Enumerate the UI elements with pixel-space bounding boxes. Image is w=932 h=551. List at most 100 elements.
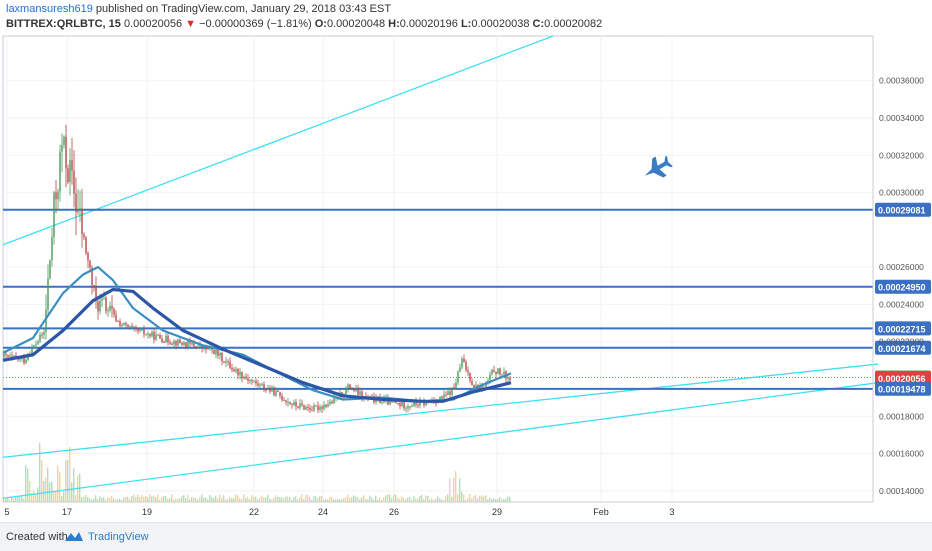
volume-bar xyxy=(439,498,441,502)
price-chart[interactable]: 0.00029081 0.00024950 0.00022715 0.00021674… xyxy=(0,0,932,522)
candle-body xyxy=(255,381,257,384)
volume-bar xyxy=(89,498,91,502)
volume-bar xyxy=(335,499,337,502)
volume-bar xyxy=(67,459,69,502)
candle-body xyxy=(457,371,459,383)
volume-bar xyxy=(193,497,195,502)
volume-bar xyxy=(183,495,185,502)
volume-bar xyxy=(121,499,123,502)
candle-body xyxy=(397,403,399,405)
volume-bar xyxy=(283,498,285,502)
candle-body xyxy=(159,335,161,339)
volume-bar xyxy=(253,496,255,502)
candle-body xyxy=(307,406,309,408)
trend-line xyxy=(2,382,879,499)
volume-bar xyxy=(315,496,317,502)
symbol-name[interactable]: BITTREX:QRLBTC, 15 xyxy=(6,18,121,30)
candle-body xyxy=(463,358,465,363)
volume-bar xyxy=(17,497,19,502)
volume-bar xyxy=(495,499,497,502)
candle-body xyxy=(9,355,11,357)
volume-bar xyxy=(181,496,183,502)
candle-body xyxy=(61,144,63,152)
candle-body xyxy=(151,331,153,337)
volume-bar xyxy=(201,494,203,502)
volume-bar xyxy=(339,499,341,502)
volume-bar xyxy=(141,495,143,502)
volume-bar xyxy=(171,494,173,502)
time-axis[interactable]: 5 17 19 22 24 26 29 Feb 3 xyxy=(3,501,873,517)
candle-body xyxy=(235,368,237,372)
volume-bar xyxy=(487,499,489,502)
candle-body xyxy=(89,260,91,268)
candle-body xyxy=(471,380,473,385)
candle-body xyxy=(183,342,185,345)
volume-bar xyxy=(243,494,245,502)
candle-body xyxy=(405,408,407,410)
candle-body xyxy=(275,390,277,396)
candle-body xyxy=(33,345,35,348)
candle-body xyxy=(481,385,483,391)
volume-bar xyxy=(173,499,175,502)
volume-bar xyxy=(275,495,277,502)
volume-bar xyxy=(419,496,421,502)
volume-bar xyxy=(431,498,433,502)
low-value: 0.00020038 xyxy=(471,18,530,30)
level-price-badge xyxy=(875,202,931,217)
volume-bar xyxy=(349,497,351,502)
candle-body xyxy=(39,334,41,342)
volume-bar xyxy=(367,499,369,502)
candle-body xyxy=(409,406,411,408)
candle-body xyxy=(31,347,33,356)
horizontal-levels[interactable]: 0.00029081 0.00024950 0.00022715 0.00021674 xyxy=(3,202,931,390)
volume-bar xyxy=(467,498,469,502)
candle-body xyxy=(455,382,457,389)
low-label: L: xyxy=(460,18,472,30)
candle-body xyxy=(291,403,293,405)
level-price-label: 0.00024950 xyxy=(878,283,926,293)
candle-body xyxy=(459,367,461,372)
volume-bar xyxy=(97,499,99,502)
trend-line xyxy=(2,363,879,458)
candle-body xyxy=(243,376,245,379)
candle-body xyxy=(223,361,225,363)
candle-body xyxy=(413,401,415,406)
created-with-text: Created with xyxy=(6,531,68,543)
volume-bar xyxy=(453,478,455,502)
author-link[interactable]: laxmansuresh619 xyxy=(6,3,93,15)
volume-bar xyxy=(27,468,29,502)
candle-body xyxy=(189,340,191,344)
volume-bar xyxy=(377,499,379,502)
time-tick-label: 17 xyxy=(62,507,72,517)
level-price-badge xyxy=(875,340,931,355)
candle-body xyxy=(207,348,209,350)
tradingview-brand[interactable]: TradingView xyxy=(88,531,149,543)
volume-bar xyxy=(7,497,9,502)
volume-bar xyxy=(437,496,439,502)
level-price-label: 0.00022715 xyxy=(878,324,926,334)
volume-bar xyxy=(37,487,39,502)
candle-body xyxy=(7,354,9,357)
volume-bar xyxy=(417,498,419,502)
volume-bar xyxy=(497,498,499,502)
level-price-badge xyxy=(875,279,931,294)
volume-bar xyxy=(95,495,97,502)
volume-bar xyxy=(99,496,101,502)
symbol-line: BITTREX:QRLBTC, 15 0.00020056 ▼ −0.00000… xyxy=(6,18,602,30)
candle-body xyxy=(355,388,357,391)
volume-bar xyxy=(337,499,339,502)
candle-body xyxy=(329,401,331,405)
volume-bar xyxy=(257,499,259,502)
volume-bar xyxy=(13,498,15,502)
volume-bar xyxy=(145,496,147,502)
volume-bar xyxy=(291,499,293,502)
candle-body xyxy=(419,400,421,406)
candle-body xyxy=(101,298,103,301)
candle-body xyxy=(115,314,117,322)
price-axis[interactable]: 0.00036000 0.00034000 0.00032000 0.00030000… xyxy=(872,36,931,502)
candle-body xyxy=(351,388,353,390)
tradingview-logo-icon[interactable] xyxy=(64,529,84,543)
candle-body xyxy=(149,333,151,337)
volume-bar xyxy=(3,497,5,502)
